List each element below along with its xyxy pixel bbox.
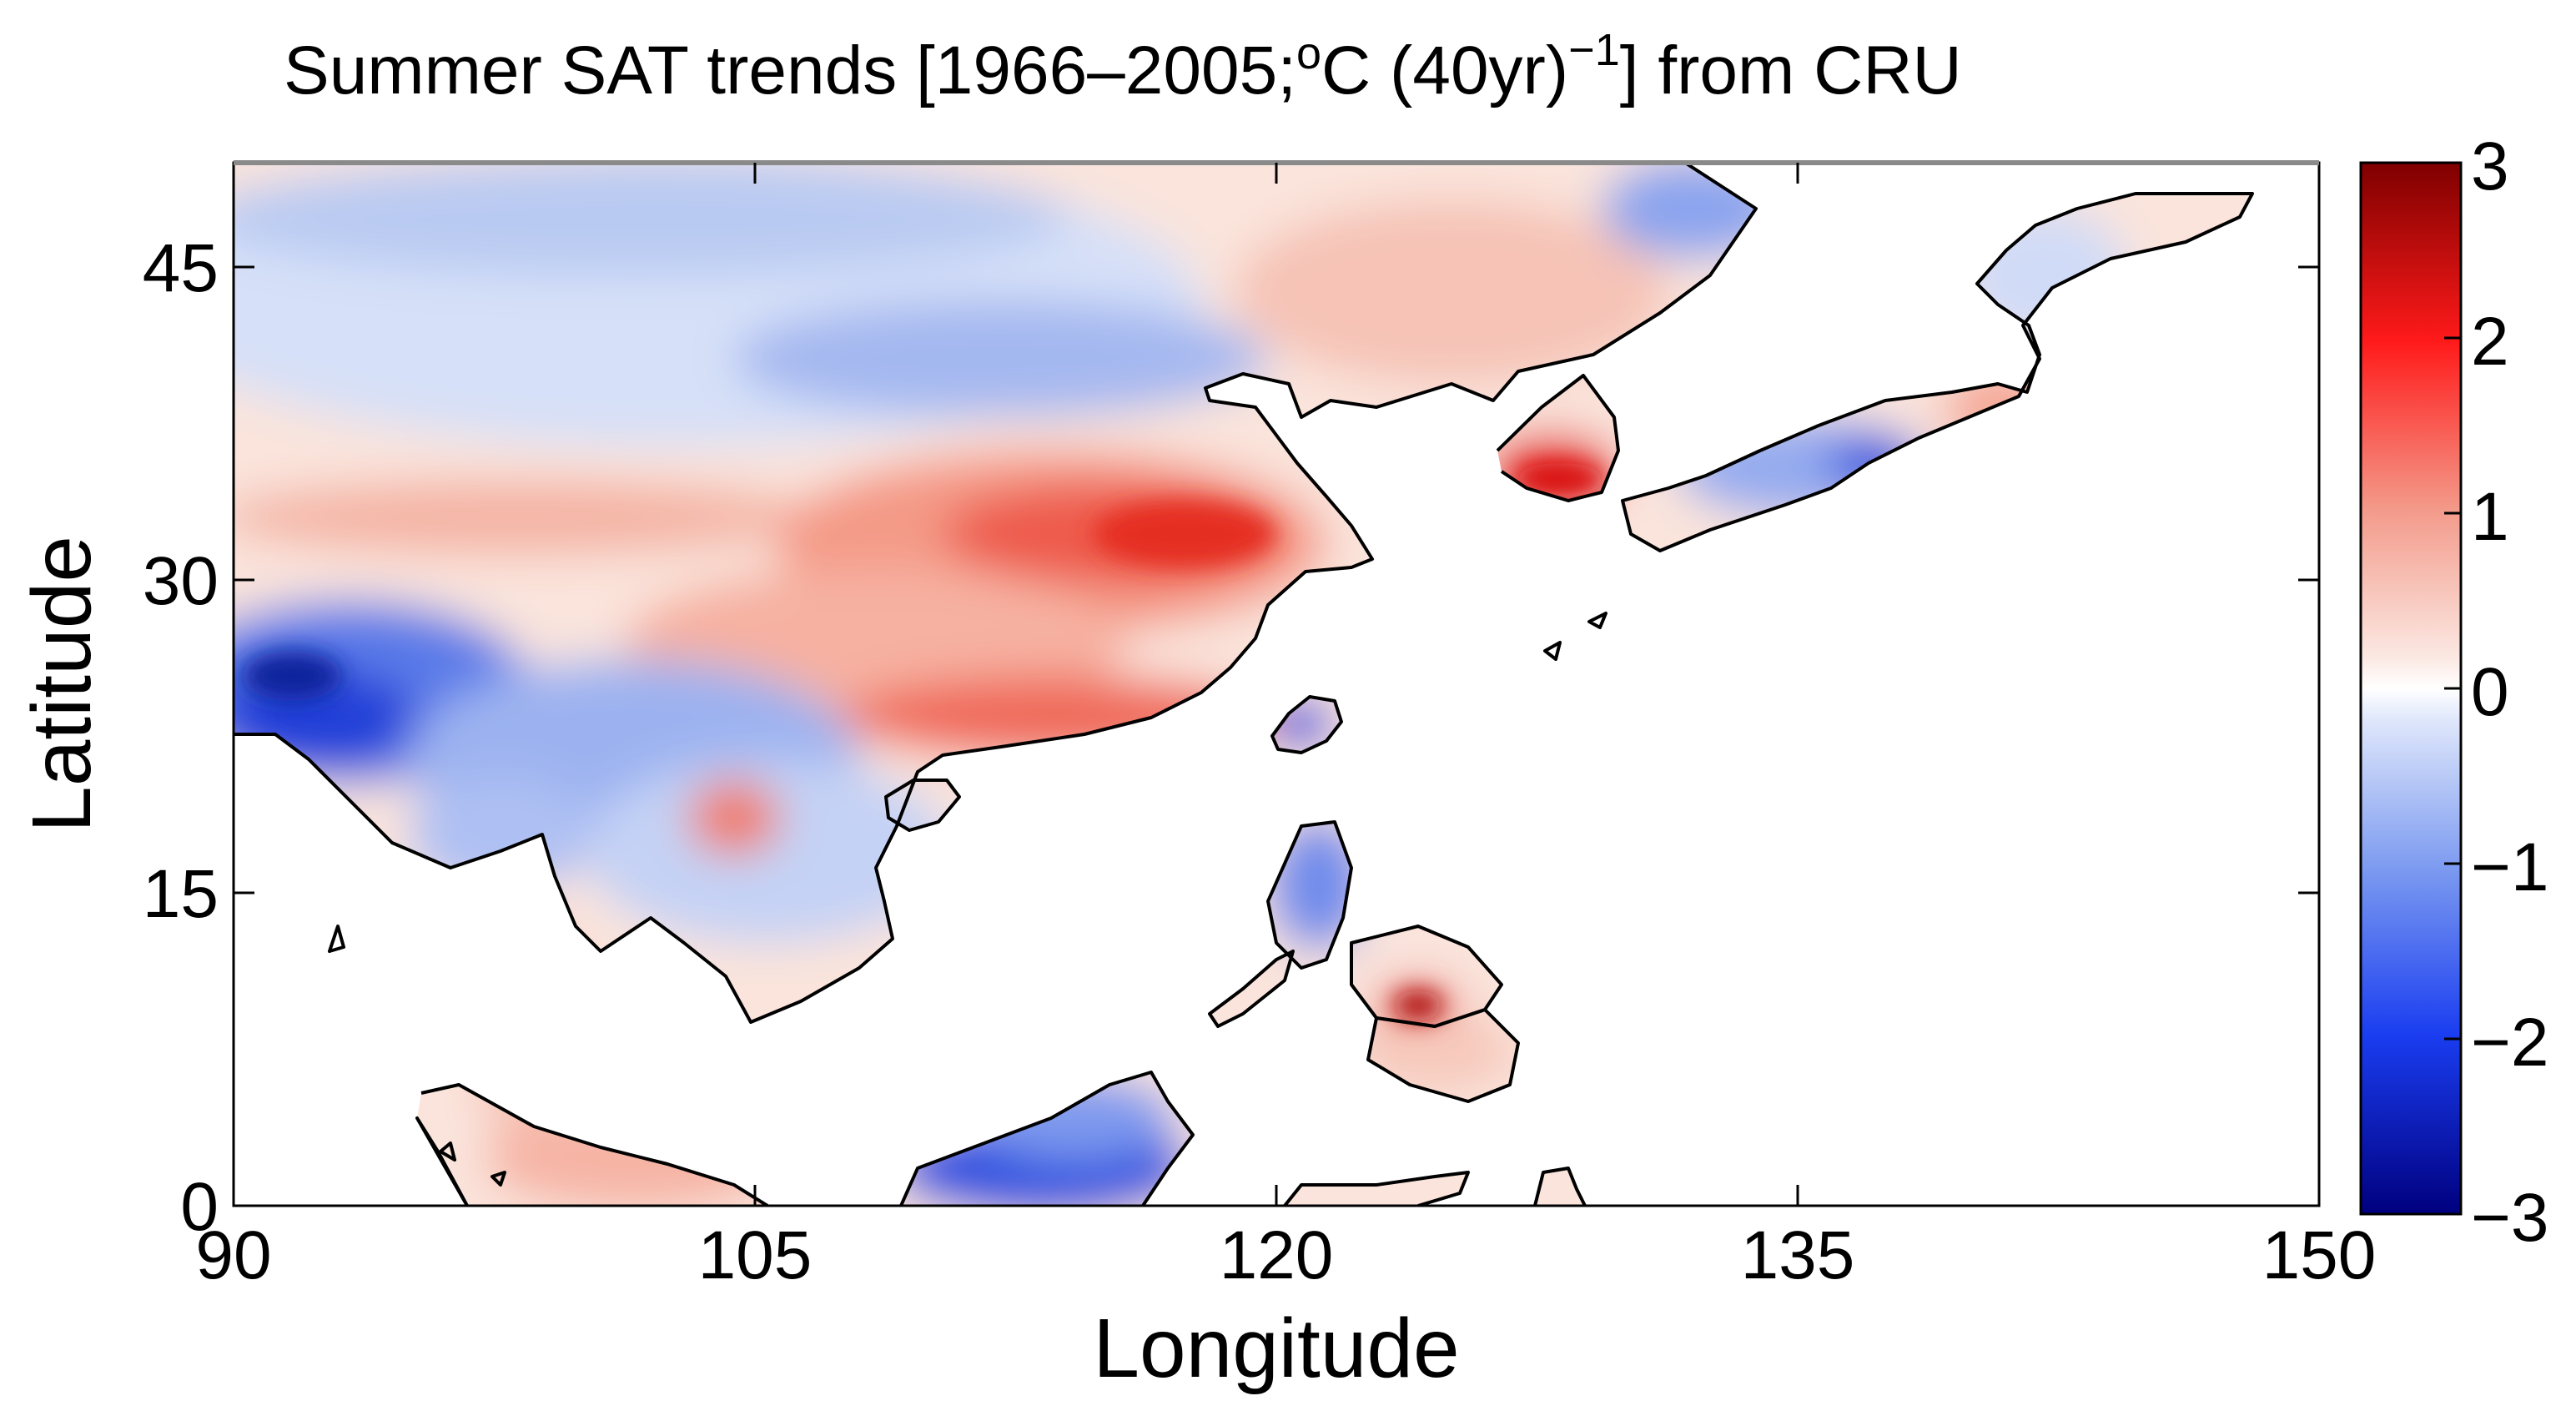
tick-marks bbox=[234, 163, 2319, 1206]
colorbar-tick-neg1: −1 bbox=[2471, 829, 2549, 905]
title-main: Summer SAT trends [1966–2005; bbox=[284, 33, 1296, 108]
x-axis-label: Longitude bbox=[1093, 1302, 1459, 1395]
coastlines bbox=[234, 163, 2254, 1206]
title-exponent: −1 bbox=[1568, 25, 1620, 75]
title-tail: ] from CRU bbox=[1620, 33, 1962, 108]
coast-taiwan bbox=[1270, 695, 1343, 754]
y-tick-45: 45 bbox=[143, 230, 219, 306]
coast-sulawesi bbox=[1283, 1171, 1470, 1206]
colorbar-tick-neg3: −3 bbox=[2471, 1180, 2549, 1256]
title-degree: o bbox=[1296, 28, 1321, 78]
coast-palawan bbox=[1208, 950, 1295, 1028]
coast-mainland-east-asia bbox=[234, 163, 1758, 1024]
colorbar-tick-neg2: −2 bbox=[2471, 1005, 2549, 1081]
title-unit: C (40yr) bbox=[1321, 33, 1568, 108]
colorbar-tick-2: 2 bbox=[2471, 304, 2509, 380]
coast-small-islands bbox=[328, 612, 1607, 1187]
colorbar-tick-1: 1 bbox=[2471, 479, 2509, 555]
coast-japan bbox=[1621, 192, 2254, 552]
colorbar-tick-0: 0 bbox=[2471, 654, 2509, 730]
colorbar-tick-3: 3 bbox=[2471, 129, 2509, 204]
chart-title: Summer SAT trends [1966–2005;oC (40yr)−1… bbox=[284, 25, 1962, 108]
y-tick-15: 15 bbox=[143, 856, 219, 932]
y-tick-0: 0 bbox=[180, 1169, 219, 1245]
x-tick-120: 120 bbox=[1220, 1217, 1334, 1293]
coast-luzon bbox=[1266, 820, 1353, 970]
colorbar: 3 2 1 0 −1 −2 −3 bbox=[2359, 129, 2549, 1256]
x-tick-90: 90 bbox=[195, 1217, 271, 1293]
x-tick-135: 135 bbox=[1741, 1217, 1855, 1293]
x-tick-150: 150 bbox=[2262, 1217, 2377, 1293]
x-axis-ticks: 90 105 120 135 150 bbox=[195, 1217, 2376, 1293]
coast-korea bbox=[1496, 374, 1620, 502]
y-axis-label: Latitude bbox=[15, 536, 108, 833]
x-tick-105: 105 bbox=[698, 1217, 813, 1293]
y-tick-30: 30 bbox=[143, 543, 219, 619]
coast-borneo bbox=[899, 1071, 1195, 1206]
coast-mindanao bbox=[1366, 1008, 1520, 1103]
coast-hainan bbox=[884, 779, 961, 832]
y-axis-ticks: 0 15 30 45 bbox=[143, 230, 219, 1245]
coast-sumatra bbox=[415, 1083, 769, 1206]
coast-halmahera bbox=[1533, 1167, 1587, 1206]
